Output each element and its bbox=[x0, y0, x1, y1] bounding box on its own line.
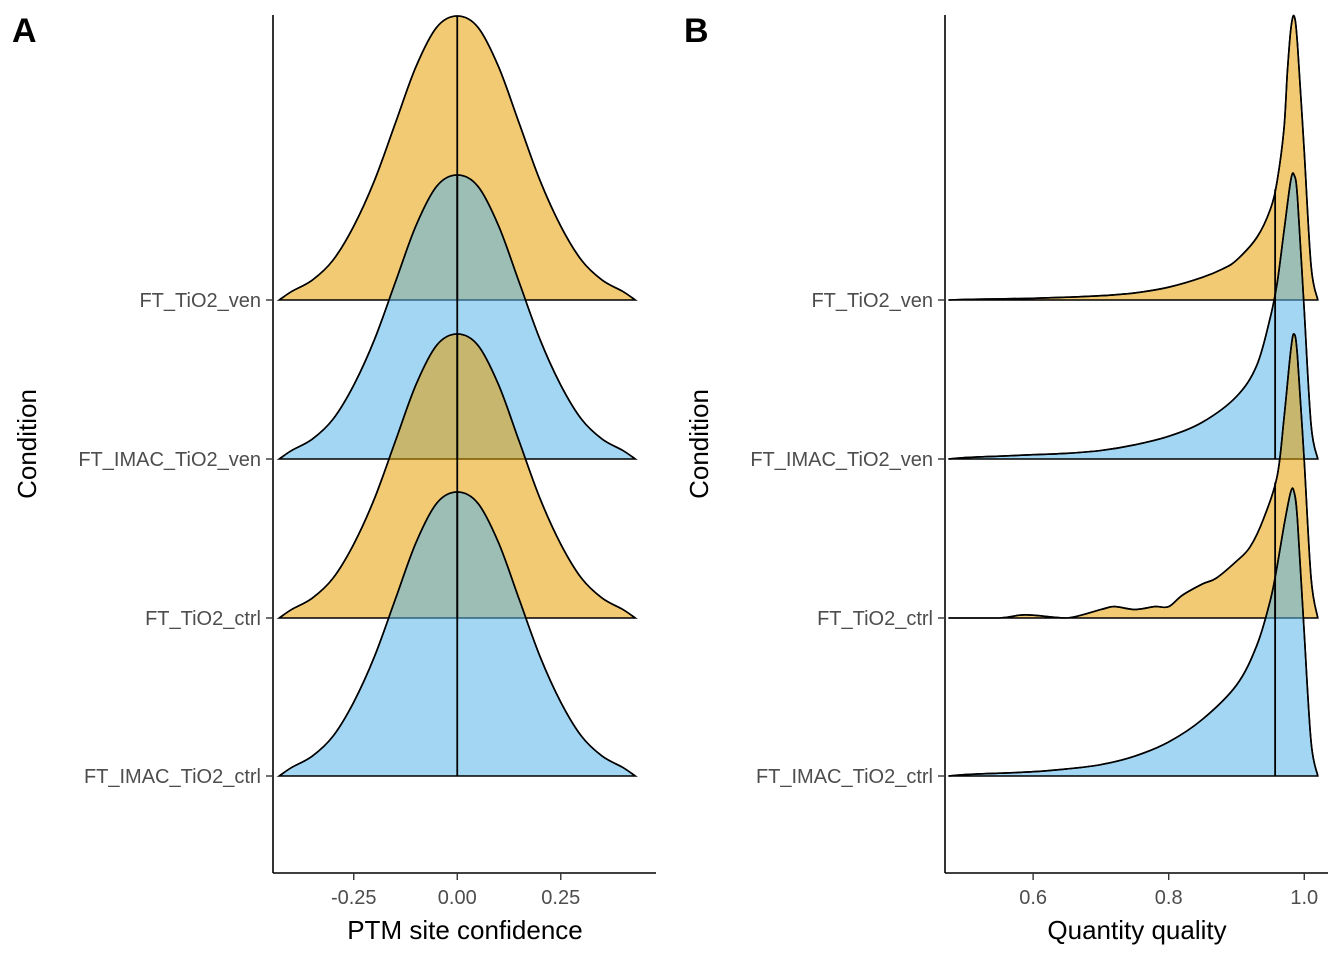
panel-b-ridges bbox=[948, 14, 1319, 777]
panel-b-tag: B bbox=[684, 12, 709, 50]
panel-b-y-ticks: FT_IMAC_TiO2_ctrl FT_TiO2_ctrl FT_IMAC_TiO… bbox=[750, 290, 945, 788]
panel-b-x-ticks: 0.6 0.8 1.0 bbox=[1019, 873, 1318, 909]
panel-b: B FT_IMAC_TiO2_ctrlFT_TiO2_ctrlFT_IMAC_T… bbox=[684, 12, 1328, 945]
y-tick-label: FT_TiO2_ctrl bbox=[145, 608, 261, 630]
panel-a-tag: A bbox=[12, 12, 37, 50]
ridge-outline-ft-imac-tio2-ctrl bbox=[948, 487, 1319, 777]
x-tick-label: 0.00 bbox=[438, 887, 477, 909]
ridge-ft-tio2-ven bbox=[948, 14, 1319, 301]
x-tick-label: -0.25 bbox=[331, 887, 377, 909]
y-tick-label: FT_IMAC_TiO2_ven bbox=[750, 449, 933, 471]
y-tick-label: FT_TiO2_ctrl bbox=[817, 608, 933, 630]
panel-a-y-axis-title: Condition bbox=[12, 389, 42, 499]
x-tick-label: 1.0 bbox=[1290, 887, 1318, 909]
panel-b-y-axis-title: Condition bbox=[684, 389, 714, 499]
ridge-ft-imac-tio2-ven bbox=[948, 172, 1319, 460]
ridge-outline-ft-tio2-ctrl bbox=[948, 333, 1319, 619]
panel-a-x-ticks: -0.25 0.00 0.25 bbox=[331, 873, 580, 909]
panel-a: A FT_IMAC_TiO2_ctrlFT_TiO2_ctrlFT_IMAC_T… bbox=[12, 12, 656, 945]
y-tick-label: FT_TiO2_ven bbox=[139, 290, 261, 312]
y-tick-label: FT_IMAC_TiO2_ven bbox=[78, 449, 261, 471]
ridge-outline-ft-imac-tio2-ven bbox=[948, 172, 1319, 460]
panel-a-y-ticks: FT_IMAC_TiO2_ctrl FT_TiO2_ctrl FT_IMAC_TiO… bbox=[78, 290, 273, 788]
panel-b-x-axis-title: Quantity quality bbox=[1047, 915, 1226, 945]
y-tick-label: FT_IMAC_TiO2_ctrl bbox=[756, 766, 933, 788]
x-tick-label: 0.6 bbox=[1019, 887, 1047, 909]
ridge-outline-ft-tio2-ven bbox=[948, 14, 1319, 301]
x-tick-label: 0.25 bbox=[541, 887, 580, 909]
x-tick-label: 0.8 bbox=[1155, 887, 1183, 909]
y-tick-label: FT_TiO2_ven bbox=[811, 290, 933, 312]
panel-a-x-axis-title: PTM site confidence bbox=[347, 915, 583, 945]
y-tick-label: FT_IMAC_TiO2_ctrl bbox=[84, 766, 261, 788]
